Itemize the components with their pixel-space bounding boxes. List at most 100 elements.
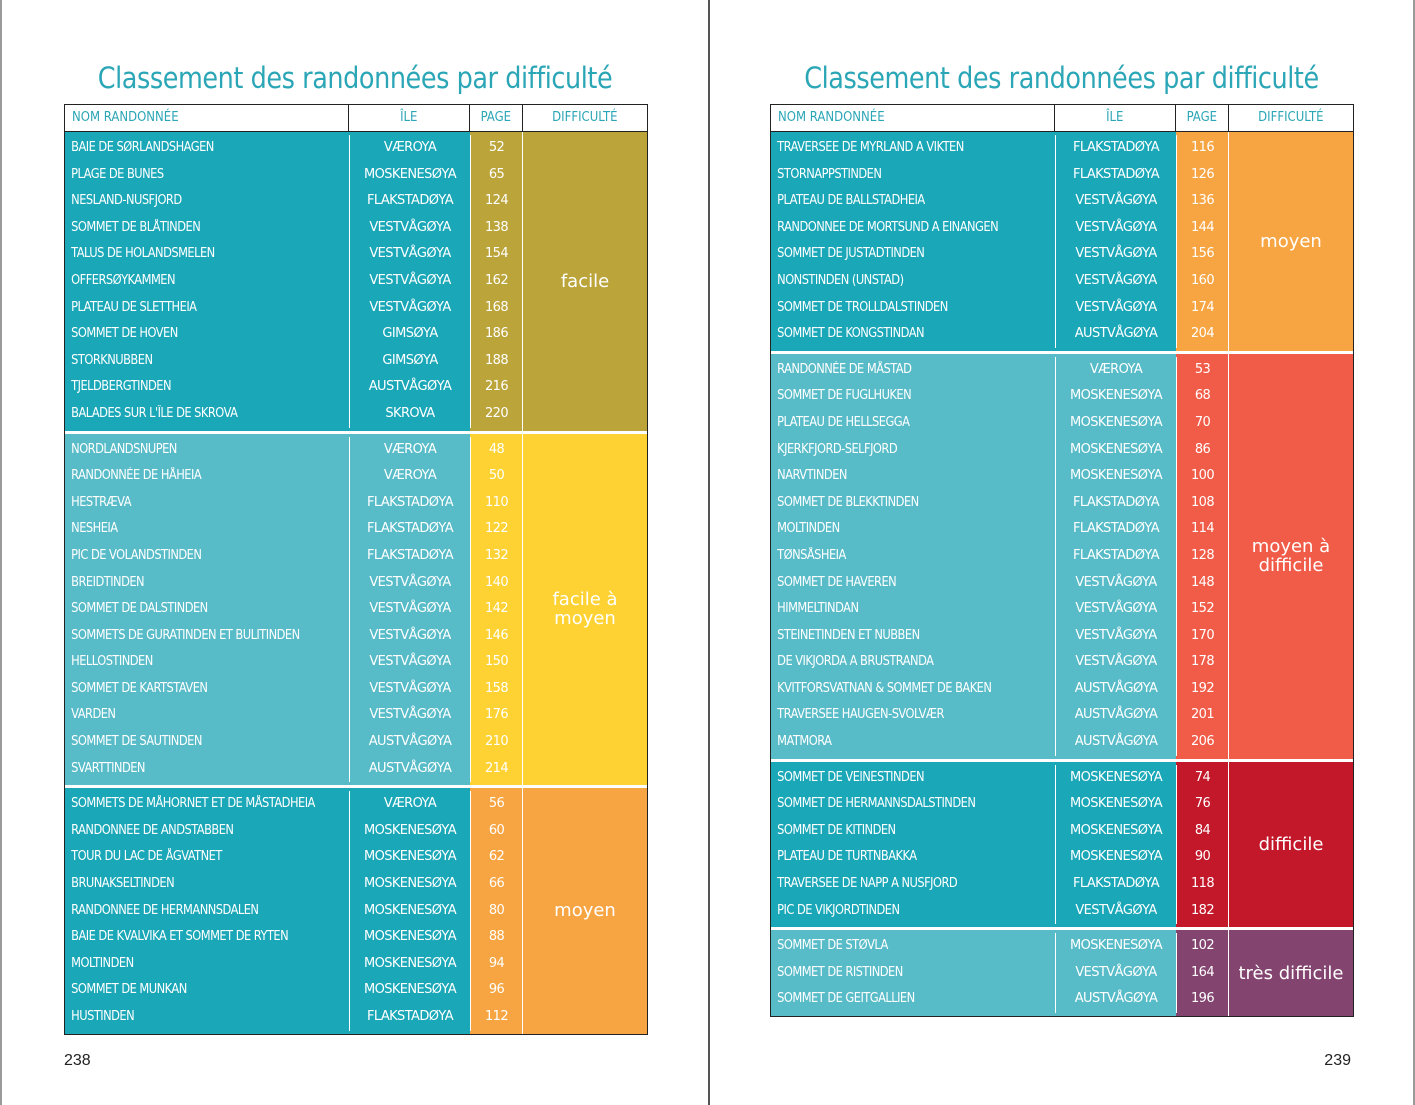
group-rows: SOMMET DE VEINESTINDEN MOSKENESØYA 74 SOMME…: [771, 761, 1228, 928]
page-ref: 100: [1176, 463, 1228, 490]
table-row: SOMMET DE KARTSTAVEN VESTVÅGØYA 158: [65, 675, 522, 703]
header-name: NOM RANDONNÉE: [778, 110, 885, 125]
page-ref: 196: [1176, 986, 1228, 1013]
page-ref: 56: [470, 791, 522, 818]
table-row: PIC DE VOLANDSTINDEN FLAKSTADØYA 132: [65, 542, 522, 570]
island: VESTVÅGØYA: [1055, 596, 1176, 623]
island: MOSKENESØYA: [1055, 409, 1176, 437]
island: MOSKENESØYA: [349, 950, 470, 978]
page-ref: 68: [1176, 383, 1228, 410]
group-rows: SOMMETS DE MÅHORNET ET DE MÅSTADHEIA VÆRO…: [65, 788, 522, 1034]
table-row: HUSTINDEN FLAKSTADØYA 112: [65, 1004, 522, 1031]
island: MOSKENESØYA: [349, 817, 470, 845]
page-ref: 118: [1176, 871, 1228, 898]
page-ref: 132: [470, 542, 522, 570]
page-ref: 162: [470, 267, 522, 295]
group-padding: [771, 353, 1228, 357]
island: VESTVÅGØYA: [349, 702, 470, 730]
island: VÆROYA: [1055, 356, 1176, 384]
hike-name: NESLAND-NUSFJORD: [71, 193, 182, 209]
page-ref: 116: [1176, 135, 1228, 162]
island: AUSTVÅGØYA: [1055, 702, 1176, 730]
group-padding: [771, 924, 1228, 928]
hike-name: DE VIKJORDA A BRUSTRANDA: [777, 654, 934, 670]
hike-name: SOMMET DE RISTINDEN: [777, 964, 903, 980]
island: VESTVÅGØYA: [349, 267, 470, 295]
table-row: SOMMET DE HOVEN GIMSØYA 186: [65, 321, 522, 348]
group-padding: [65, 782, 522, 786]
hike-name: BALADES SUR L'ÎLE DE SKROVA: [71, 405, 238, 421]
table-row: DE VIKJORDA A BRUSTRANDA VESTVÅGØYA 178: [771, 649, 1228, 676]
group-rows: BAIE DE SØRLANDSHAGEN VÆROYA 52 PLAGE DE BU…: [65, 132, 522, 431]
page-ref: 80: [470, 897, 522, 925]
difficulty-label: moyen à difficile: [1228, 353, 1353, 759]
page-ref: 158: [470, 675, 522, 703]
hike-name: RANDONNEE DE ANDSTABBEN: [71, 822, 234, 838]
table-row: SOMMET DE VEINESTINDEN MOSKENESØYA 74: [771, 764, 1228, 792]
table-row: SOMMET DE HAVEREN VESTVÅGØYA 148: [771, 569, 1228, 597]
table-row: SOMMET DE BLEKKTINDEN FLAKSTADØYA 108: [771, 489, 1228, 517]
group-rows: NORDLANDSNUPEN VÆROYA 48 RANDONNÉE DE HÅHEI…: [65, 433, 522, 786]
page-ref: 216: [470, 374, 522, 401]
island: MOSKENESØYA: [349, 897, 470, 925]
difficulty-group: BAIE DE SØRLANDSHAGEN VÆROYA 52 PLAGE DE BU…: [65, 132, 647, 431]
hike-name: BAIE DE SØRLANDSHAGEN: [71, 140, 214, 155]
page-ref: 152: [1176, 596, 1228, 623]
page-ref: 62: [470, 844, 522, 872]
page-ref: 50: [470, 463, 522, 490]
table-row: MOLTINDEN MOSKENESØYA 94: [65, 950, 522, 978]
table-row: NARVTINDEN MOSKENESØYA 100: [771, 463, 1228, 490]
table-row: HELLOSTINDEN VESTVÅGØYA 150: [65, 649, 522, 676]
hike-name: TRAVERSEE DE NAPP A NUSFJORD: [777, 876, 958, 892]
island: FLAKSTADØYA: [1055, 135, 1176, 162]
hike-name: SOMMET DE HAVEREN: [777, 574, 897, 590]
page-ref: 112: [470, 1004, 522, 1031]
page-ref: 122: [470, 516, 522, 543]
island: MOSKENESØYA: [349, 977, 470, 1004]
hike-name: RANDONNEE DE MORTSUND A EINANGEN: [777, 219, 999, 235]
page-ref: 74: [1176, 764, 1228, 792]
table-row: SOMMET DE KONGSTINDAN AUSTVÅGØYA 204: [771, 321, 1228, 348]
difficulty-label: moyen: [1228, 132, 1353, 351]
table-header: NOM RANDONNÉE ÎLE PAGE DIFFICULTÉ: [771, 105, 1353, 132]
island: VÆROYA: [349, 436, 470, 464]
island: FLAKSTADØYA: [349, 516, 470, 543]
difficulty-group: SOMMET DE STØVLA MOSKENESØYA 102 SOMMET DE …: [771, 927, 1353, 1016]
page-ref: 70: [1176, 409, 1228, 437]
difficulty-label: facile: [522, 132, 647, 431]
table-row: SOMMETS DE GURATINDEN ET BULITINDEN VESTV…: [65, 622, 522, 650]
page-ref: 220: [470, 400, 522, 428]
page-ref: 96: [470, 977, 522, 1004]
page-ref: 188: [470, 347, 522, 375]
table-row: PLATEAU DE TURTNBAKKA MOSKENESØYA 90: [771, 844, 1228, 872]
table-row: TRAVERSEE DE MYRLAND A VIKTEN FLAKSTADØYA…: [771, 135, 1228, 162]
hike-name: STORKNUBBEN: [71, 352, 153, 368]
table-row: MATMORA AUSTVÅGØYA 206: [771, 729, 1228, 756]
header-page: PAGE: [1174, 105, 1228, 131]
hike-name: SOMMETS DE GURATINDEN ET BULITINDEN: [71, 627, 300, 643]
page-ref: 86: [1176, 436, 1228, 464]
page-ref: 164: [1176, 959, 1228, 987]
table-row: SOMMET DE RISTINDEN VESTVÅGØYA 164: [771, 959, 1228, 987]
table-row: PLAGE DE BUNES MOSKENESØYA 65: [65, 161, 522, 189]
hike-name: PLAGE DE BUNES: [71, 166, 164, 182]
table-row: NESHEIA FLAKSTADØYA 122: [65, 516, 522, 543]
hike-name: TJELDBERGTINDEN: [71, 379, 172, 395]
group-rows: RANDONNÉE DE MÅSTAD VÆROYA 53 SOMMET DE FUG…: [771, 353, 1228, 759]
page-ref: 142: [470, 596, 522, 623]
page-ref: 210: [470, 729, 522, 756]
hike-name: TALUS DE HOLANDSMELEN: [71, 246, 215, 262]
island: MOSKENESØYA: [349, 844, 470, 872]
island: VESTVÅGØYA: [1055, 569, 1176, 597]
table-row: SOMMET DE DALSTINDEN VESTVÅGØYA 142: [65, 596, 522, 623]
page-ref: 192: [1176, 675, 1228, 703]
page-ref: 76: [1176, 791, 1228, 818]
table-row: RANDONNÉE DE MÅSTAD VÆROYA 53: [771, 356, 1228, 384]
hike-name: BAIE DE KVALVIKA ET SOMMET DE RYTEN: [71, 929, 289, 945]
table-row: TRAVERSEE HAUGEN-SVOLVÆR AUSTVÅGØYA 201: [771, 702, 1228, 730]
table-row: RANDONNEE DE ANDSTABBEN MOSKENESØYA 60: [65, 817, 522, 845]
hike-name: RANDONNEE DE HERMANNSDALEN: [71, 902, 259, 918]
group-padding: [65, 132, 522, 135]
island: FLAKSTADØYA: [349, 489, 470, 517]
table-row: SOMMET DE HERMANNSDALSTINDEN MOSKENESØYA 7…: [771, 791, 1228, 818]
